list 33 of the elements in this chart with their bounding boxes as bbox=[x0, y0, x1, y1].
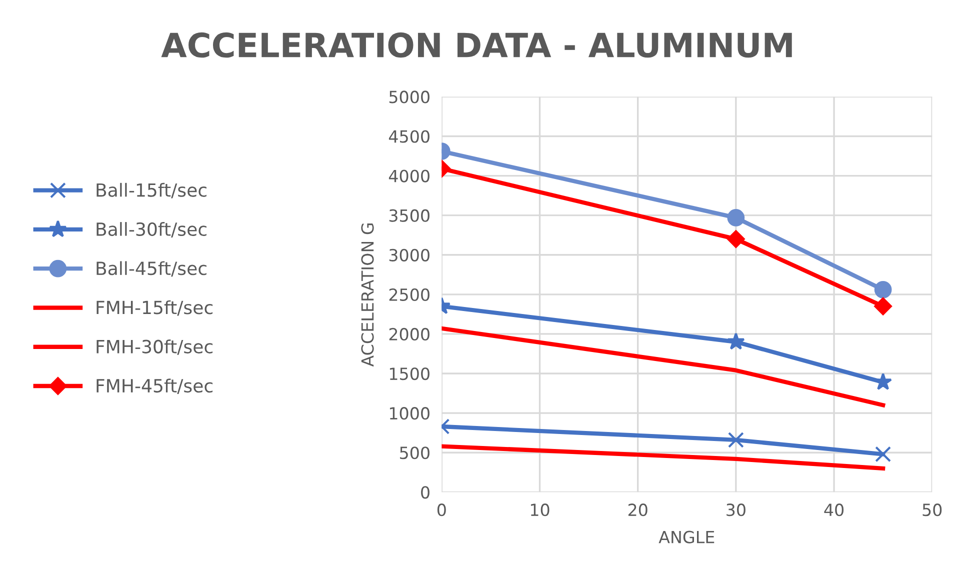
x-tick-label: 10 bbox=[530, 504, 550, 516]
y-tick-label: 3000 bbox=[389, 248, 430, 262]
point bbox=[727, 230, 745, 248]
y-tick-label: 5000 bbox=[389, 90, 430, 104]
point bbox=[726, 332, 745, 350]
legend-label: FMH-30ft/sec bbox=[96, 339, 213, 355]
y-axis-title: ACCELERATION G bbox=[361, 223, 374, 367]
legend-label: FMH-15ft/sec bbox=[96, 300, 213, 316]
x-axis-title: ANGLE bbox=[658, 530, 714, 544]
legend-label: FMH-45ft/sec bbox=[96, 378, 213, 394]
point bbox=[728, 432, 744, 448]
y-tick-label: 2500 bbox=[389, 288, 430, 301]
y-tick-label: 1500 bbox=[390, 367, 430, 380]
y-tick-label: 500 bbox=[400, 446, 430, 460]
point bbox=[874, 280, 892, 298]
y-tick-label: 1000 bbox=[390, 407, 430, 420]
x-tick-label: 40 bbox=[824, 504, 844, 516]
point bbox=[727, 209, 745, 226]
y-tick-label: 2000 bbox=[389, 328, 430, 341]
y-tick-label: 3500 bbox=[389, 209, 430, 222]
legend-label: Ball-45ft/sec bbox=[96, 261, 206, 277]
y-tick-label: 4500 bbox=[388, 130, 430, 143]
chart-title: ACCELERATION DATA - ALUMINUM bbox=[161, 32, 792, 58]
legend-label: Ball-15ft/sec bbox=[96, 182, 206, 198]
x-tick-label: 50 bbox=[922, 504, 942, 516]
point bbox=[874, 297, 892, 316]
y-tick-label: 4000 bbox=[388, 170, 430, 182]
legend-label: Ball-30ft/sec bbox=[96, 222, 206, 238]
point bbox=[875, 446, 892, 462]
y-tick-label: 0 bbox=[421, 486, 430, 499]
x-tick-label: 20 bbox=[628, 504, 648, 516]
x-tick-label: 0 bbox=[437, 504, 446, 516]
x-tick-label: 30 bbox=[726, 504, 746, 516]
